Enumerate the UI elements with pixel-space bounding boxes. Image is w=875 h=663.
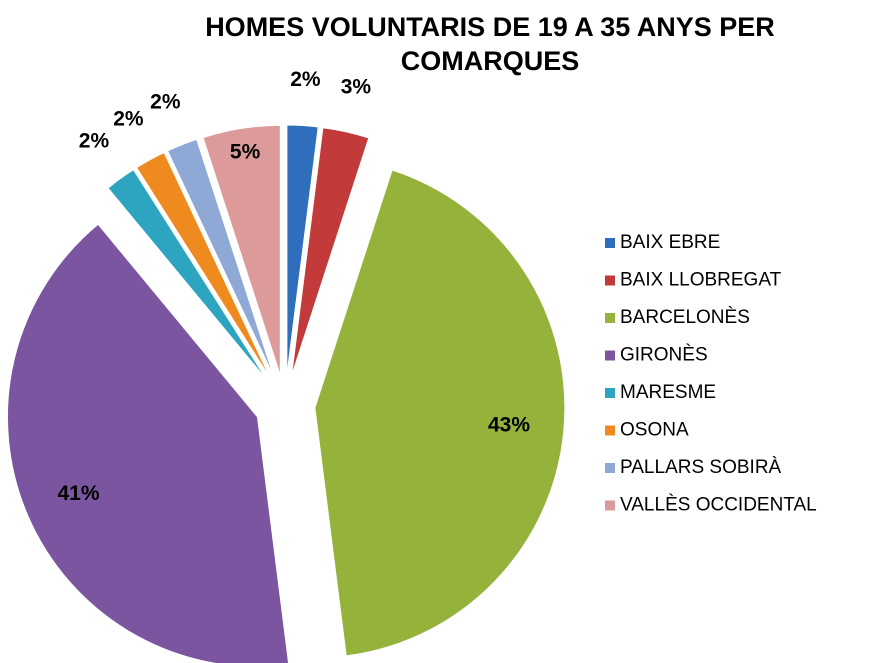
legend-swatch: [605, 238, 615, 248]
legend-label: VALLÈS OCCIDENTAL: [620, 495, 817, 516]
data-label: 41%: [57, 482, 99, 505]
legend-swatch: [605, 500, 615, 511]
legend-label: GIRONÈS: [620, 345, 708, 366]
legend-label: PALLARS SOBIRÀ: [620, 457, 782, 478]
legend-swatch: [605, 350, 615, 361]
pie-slice: [314, 169, 566, 657]
pie-slice: [6, 223, 290, 663]
chart-title: HOMES VOLUNTARIS DE 19 A 35 ANYS PER COM…: [205, 12, 775, 76]
pie-slice: [291, 127, 370, 376]
legend-swatch: [605, 425, 615, 436]
legend-label: OSONA: [620, 420, 689, 441]
pie-slice: [202, 124, 281, 376]
legend-label: BARCELONÈS: [620, 307, 750, 328]
pie-slice: [166, 138, 275, 378]
legend-swatch: [605, 313, 615, 323]
legend-label: MARESME: [620, 382, 716, 403]
data-label: 2%: [113, 108, 144, 131]
legend-swatch: [605, 275, 615, 286]
data-label: 43%: [488, 414, 530, 437]
legend-swatch: [605, 388, 615, 398]
legend-swatch: [605, 463, 615, 473]
data-label: 2%: [79, 130, 110, 153]
data-label: 2%: [150, 90, 181, 113]
pie-slice: [286, 124, 319, 376]
pie-slice: [107, 168, 268, 382]
data-label: 5%: [230, 141, 261, 164]
legend-label: BAIX LLOBREGAT: [620, 270, 782, 291]
data-label: 3%: [341, 75, 372, 98]
legend-label: BAIX EBRE: [620, 232, 720, 253]
pie-slice: [135, 151, 271, 379]
data-label: 2%: [290, 68, 321, 91]
